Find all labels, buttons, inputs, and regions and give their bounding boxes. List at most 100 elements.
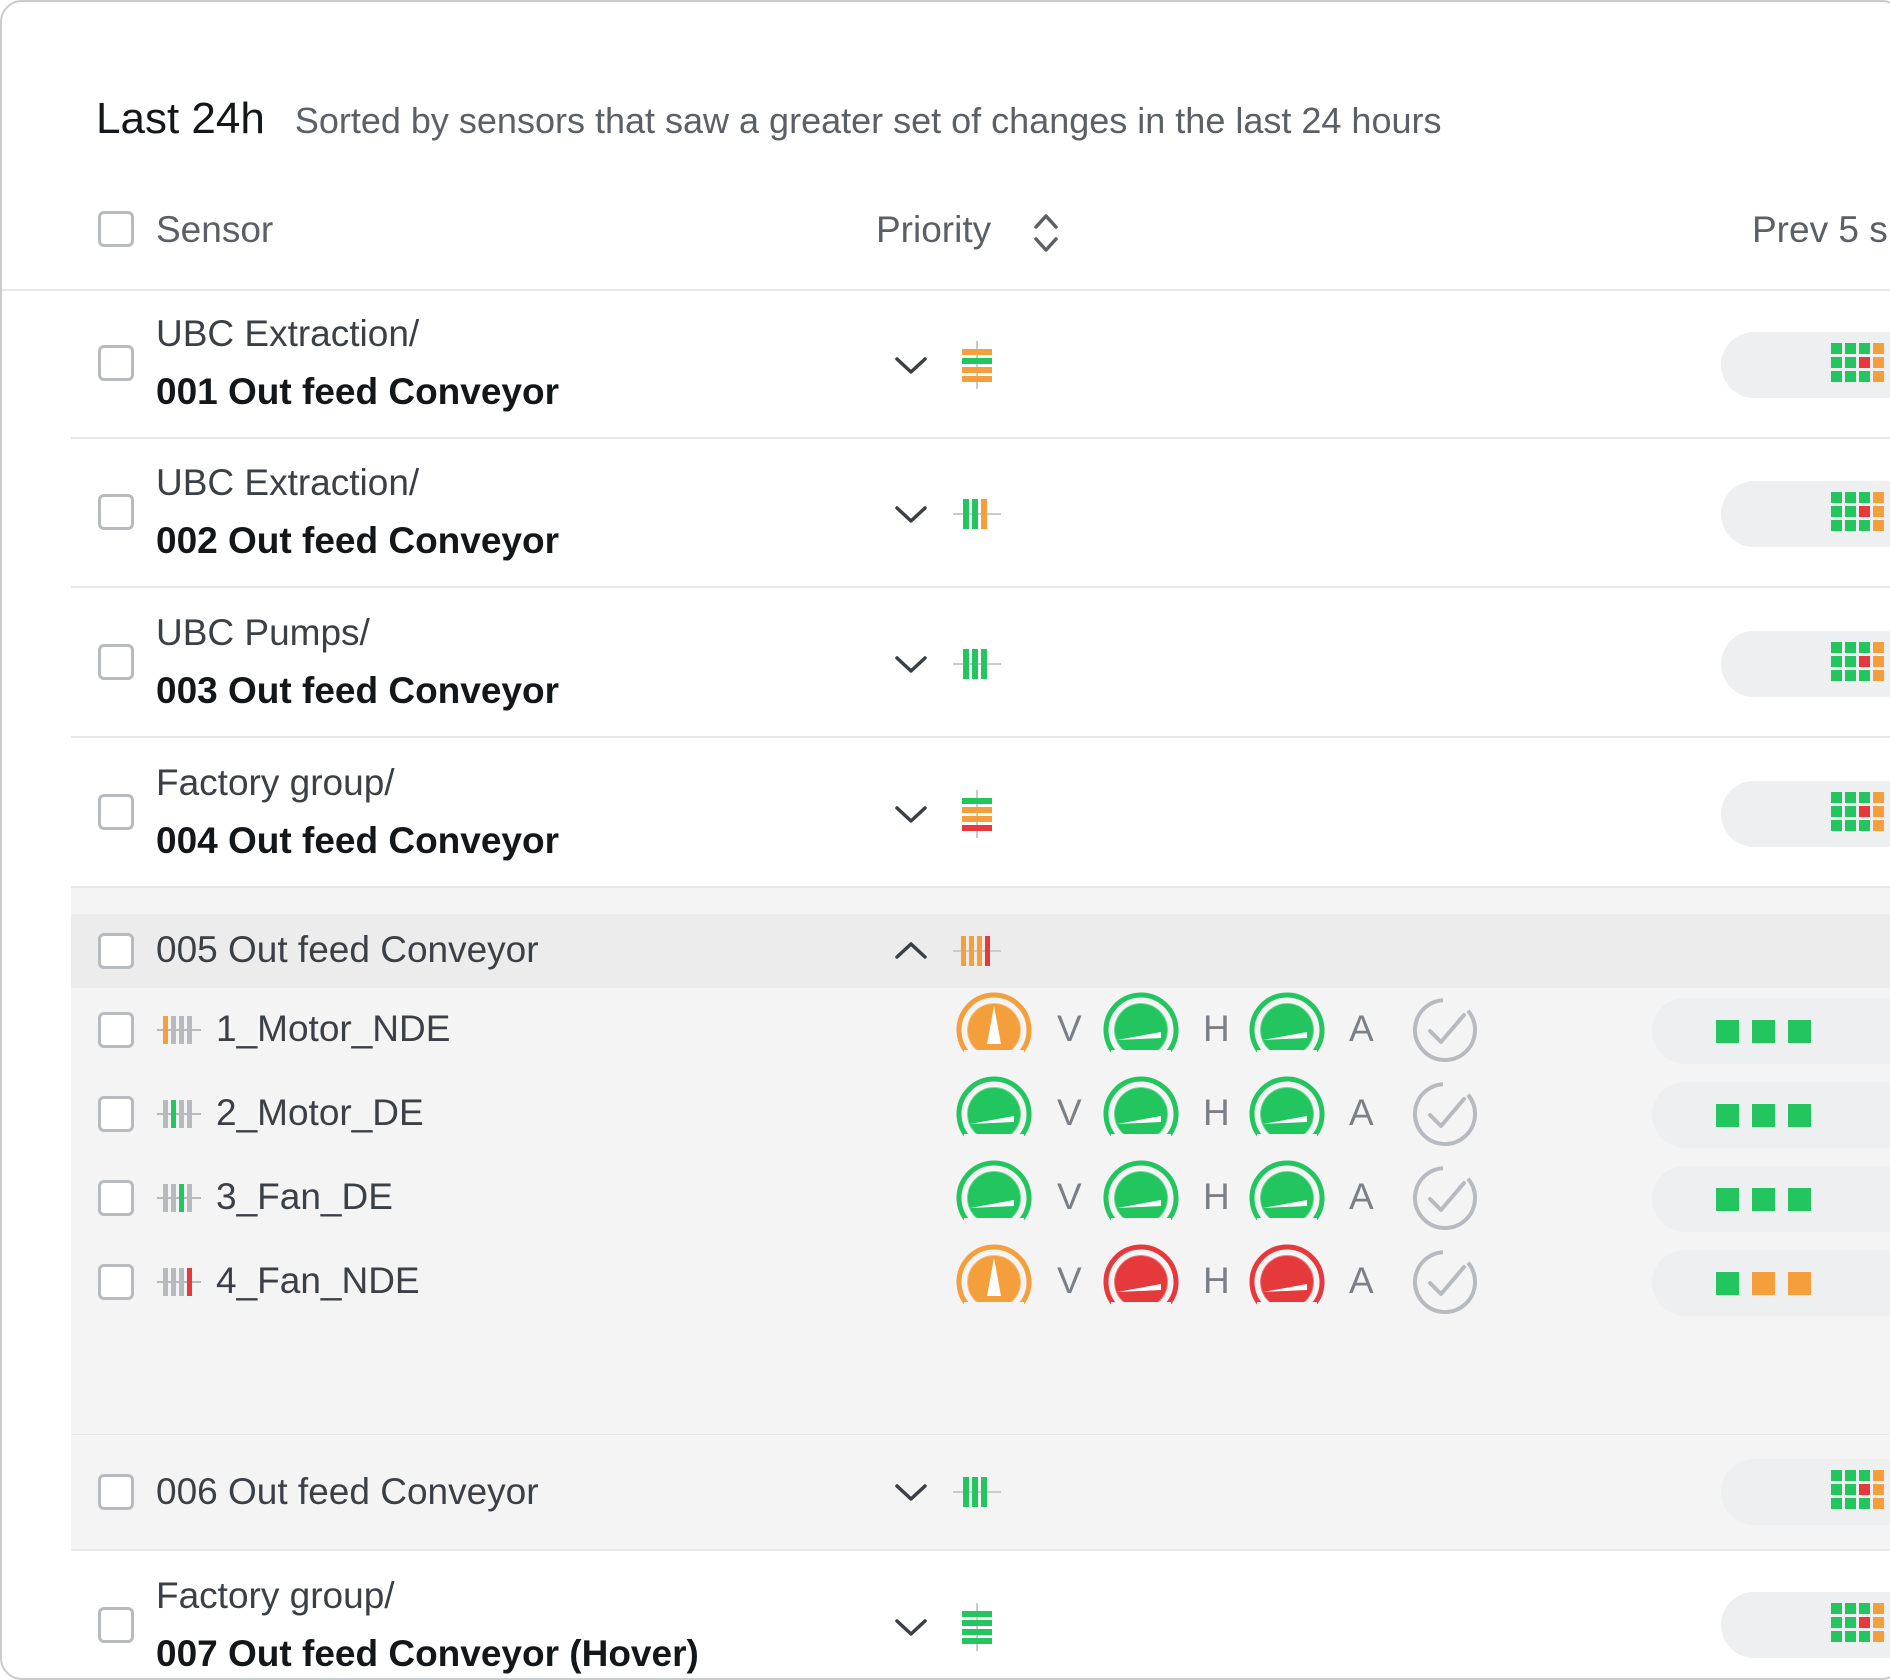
sensor-priority-icon <box>157 1016 201 1044</box>
row-checkbox[interactable] <box>98 1474 134 1510</box>
priority-bars-horizontal-green-icon <box>962 1603 992 1651</box>
history-square <box>1752 1104 1775 1127</box>
history-square <box>1716 1188 1739 1211</box>
history-square <box>1788 1272 1811 1295</box>
status-grid-icon <box>1831 492 1884 531</box>
gauge-a-icon <box>1249 1076 1325 1152</box>
priority-bars-horizontal-orange-red-icon <box>962 790 992 838</box>
check-circle-icon[interactable] <box>1410 1247 1480 1317</box>
table-row[interactable]: UBC Extraction/ 002 Out feed Conveyor <box>71 438 1890 588</box>
row-name[interactable]: 006 Out feed Conveyor <box>156 1471 539 1512</box>
axis-label: V <box>1057 1092 1082 1133</box>
expanded-group: 005 Out feed Conveyor 1_Motor_NDE V H A 2_Mo… <box>71 888 1890 1436</box>
check-circle-icon[interactable] <box>1410 995 1480 1065</box>
row-path: UBC Pumps/ <box>156 612 370 653</box>
row-checkbox[interactable] <box>98 1096 134 1132</box>
sensor-label[interactable]: 3_Fan_DE <box>216 1176 393 1217</box>
table-row[interactable]: UBC Extraction/ 001 Out feed Conveyor <box>71 289 1890 439</box>
gauge-v-icon <box>956 1244 1032 1320</box>
axis-label: H <box>1203 1092 1230 1133</box>
chevron-up-icon[interactable] <box>893 938 929 962</box>
group-name[interactable]: 005 Out feed Conveyor <box>156 929 539 970</box>
sensor-row[interactable]: 1_Motor_NDE V H A <box>71 988 1890 1072</box>
sensor-label[interactable]: 1_Motor_NDE <box>216 1008 451 1049</box>
gauge-h-icon <box>1103 1244 1179 1320</box>
sensor-priority-icon <box>157 1100 201 1128</box>
sensor-label[interactable]: 2_Motor_DE <box>216 1092 424 1133</box>
gauge-a-icon <box>1249 992 1325 1068</box>
row-path: Factory group/ <box>156 1575 395 1616</box>
priority-bars-vertical-green-icon <box>953 1477 1001 1507</box>
status-grid-icon <box>1831 1603 1884 1642</box>
gauge-v-icon <box>956 1076 1032 1152</box>
chevron-down-icon[interactable] <box>893 1480 929 1504</box>
prev-status-pill <box>1652 1250 1890 1316</box>
history-square <box>1788 1188 1811 1211</box>
row-checkbox[interactable] <box>98 933 134 969</box>
row-checkbox[interactable] <box>98 1012 134 1048</box>
row-path: UBC Extraction/ <box>156 313 420 354</box>
status-grid-icon <box>1831 792 1884 831</box>
gauge-v-icon <box>956 1160 1032 1236</box>
row-checkbox[interactable] <box>98 345 134 381</box>
sensor-row[interactable]: 2_Motor_DE V H A <box>71 1072 1890 1156</box>
row-checkbox[interactable] <box>98 494 134 530</box>
row-checkbox[interactable] <box>98 794 134 830</box>
sensor-row[interactable]: 3_Fan_DE V H A <box>71 1156 1890 1240</box>
gauge-a-icon <box>1249 1244 1325 1320</box>
prev-status-pill <box>1721 781 1890 847</box>
column-prev[interactable]: Prev 5 s <box>1752 209 1888 250</box>
column-header-row: Sensor Priority Prev 5 s <box>2 197 1890 291</box>
status-grid-icon <box>1831 1470 1884 1509</box>
gauge-h-icon <box>1103 1160 1179 1236</box>
check-circle-icon[interactable] <box>1410 1079 1480 1149</box>
history-square <box>1716 1020 1739 1043</box>
axis-label: V <box>1057 1176 1082 1217</box>
gauge-v-icon <box>956 992 1032 1068</box>
row-name[interactable]: 007 Out feed Conveyor (Hover) <box>156 1633 699 1674</box>
sensor-label[interactable]: 4_Fan_NDE <box>216 1260 420 1301</box>
row-checkbox[interactable] <box>98 1607 134 1643</box>
status-grid-icon <box>1831 642 1884 681</box>
priority-bars-horizontal-orange-icon <box>962 341 992 389</box>
axis-label: A <box>1349 1260 1374 1301</box>
chevron-down-icon[interactable] <box>893 502 929 526</box>
column-priority[interactable]: Priority <box>876 209 992 250</box>
check-circle-icon[interactable] <box>1410 1163 1480 1233</box>
axis-label: A <box>1349 1008 1374 1049</box>
group-header-row[interactable]: 005 Out feed Conveyor <box>71 914 1890 988</box>
gauge-h-icon <box>1103 1076 1179 1152</box>
table-row[interactable]: Factory group/ 007 Out feed Conveyor (Ho… <box>71 1551 1890 1678</box>
row-checkbox[interactable] <box>98 1264 134 1300</box>
prev-status-pill <box>1721 481 1890 547</box>
prev-status-pill <box>1721 1592 1890 1658</box>
row-checkbox[interactable] <box>98 1180 134 1216</box>
chevron-down-icon[interactable] <box>893 353 929 377</box>
row-checkbox[interactable] <box>98 644 134 680</box>
sensor-priority-icon <box>157 1268 201 1296</box>
history-square <box>1788 1104 1811 1127</box>
axis-label: V <box>1057 1008 1082 1049</box>
sort-icon[interactable] <box>1030 211 1062 255</box>
axis-label: A <box>1349 1176 1374 1217</box>
row-name[interactable]: 001 Out feed Conveyor <box>156 371 560 412</box>
sensor-row[interactable]: 4_Fan_NDE V H A <box>71 1240 1890 1324</box>
priority-bars-vertical-green-orange-icon <box>953 499 1001 529</box>
column-sensor[interactable]: Sensor <box>156 209 274 250</box>
row-name[interactable]: 002 Out feed Conveyor <box>156 520 560 561</box>
select-all-checkbox[interactable] <box>98 211 134 247</box>
gauge-h-icon <box>1103 992 1179 1068</box>
gauge-a-icon <box>1249 1160 1325 1236</box>
chevron-down-icon[interactable] <box>893 652 929 676</box>
table-row[interactable]: 006 Out feed Conveyor <box>71 1435 1890 1551</box>
chevron-down-icon[interactable] <box>893 1615 929 1639</box>
chevron-down-icon[interactable] <box>893 802 929 826</box>
table-row[interactable]: Factory group/ 004 Out feed Conveyor <box>71 738 1890 888</box>
table-row[interactable]: UBC Pumps/ 003 Out feed Conveyor <box>71 588 1890 738</box>
axis-label: V <box>1057 1260 1082 1301</box>
axis-label: H <box>1203 1260 1230 1301</box>
row-name[interactable]: 003 Out feed Conveyor <box>156 670 560 711</box>
row-name[interactable]: 004 Out feed Conveyor <box>156 820 560 861</box>
history-square <box>1752 1272 1775 1295</box>
